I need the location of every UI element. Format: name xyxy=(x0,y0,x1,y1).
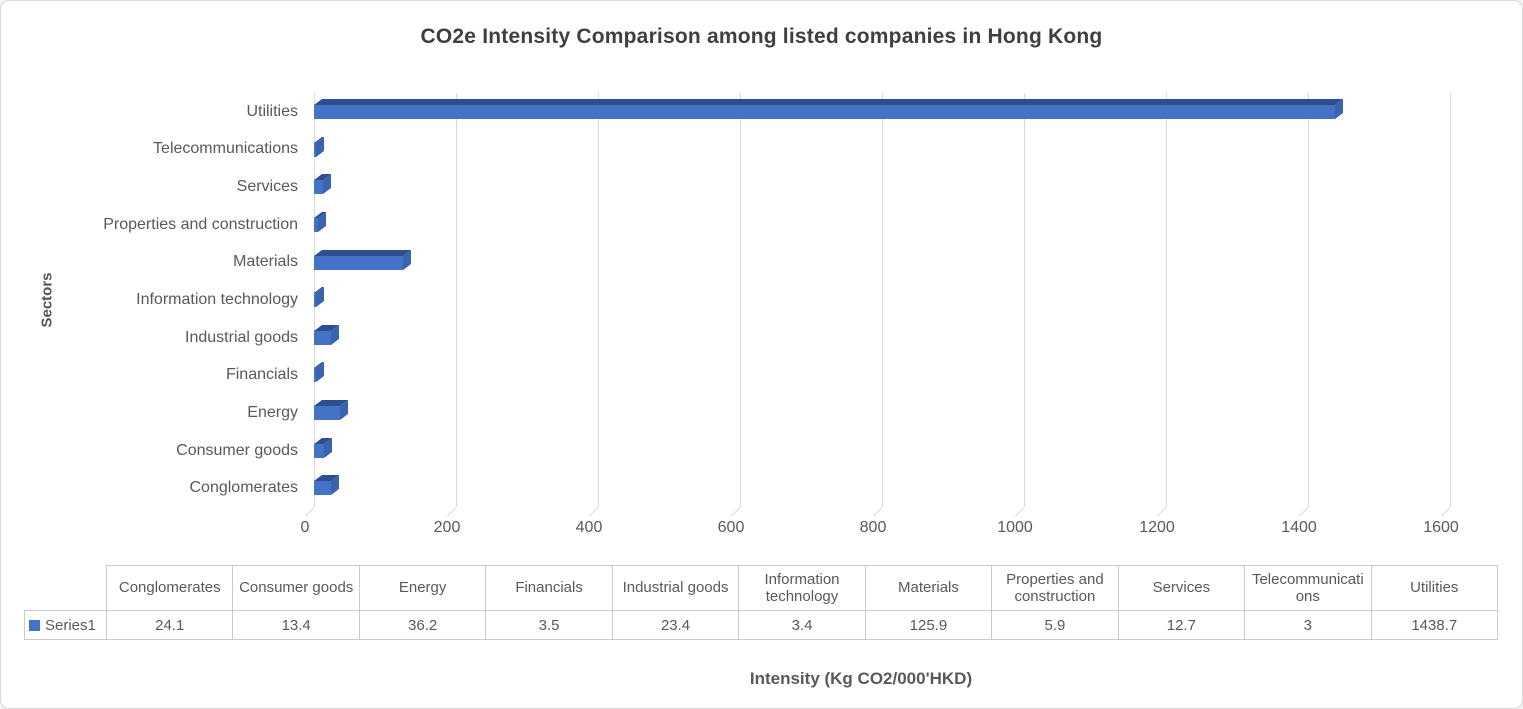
gridline-floor-elbow xyxy=(1299,507,1309,517)
table-value-cell: 23.4 xyxy=(611,610,740,640)
category-label: Energy xyxy=(247,403,298,421)
category-label: Conglomerates xyxy=(189,479,299,497)
table-value-cell: 12.7 xyxy=(1117,610,1246,640)
legend-cell: Series1 xyxy=(24,610,107,640)
table-value-cell: 125.9 xyxy=(864,610,993,640)
gridline xyxy=(447,93,457,517)
bar-consumer-goods xyxy=(314,437,332,458)
x-tick-label: 600 xyxy=(717,519,745,536)
x-tick-label: 200 xyxy=(433,519,461,536)
gridline-floor-elbow xyxy=(305,507,315,517)
table-header-cell: Energy xyxy=(358,565,487,611)
table-header-cell: Materials xyxy=(864,565,993,611)
table-header-cell: Conglomerates xyxy=(105,565,234,611)
x-tick-label: 1000 xyxy=(997,519,1033,536)
bar-materials xyxy=(314,249,412,270)
table-header-cell: Industrial goods xyxy=(611,565,740,611)
table-value-cell: 24.1 xyxy=(105,610,234,640)
table-value-cell: 5.9 xyxy=(991,610,1119,640)
bar-information-technology xyxy=(314,287,325,308)
category-label: Services xyxy=(236,178,298,196)
table-header-cell: Financials xyxy=(485,565,613,611)
table-header-cell: Information technology xyxy=(738,565,866,611)
x-tick-label: 1600 xyxy=(1423,519,1459,536)
gridline-floor-elbow xyxy=(1441,507,1451,517)
x-tick-label: 400 xyxy=(575,519,603,536)
x-axis-title: Intensity (Kg CO2/000'HKD) xyxy=(749,669,973,688)
category-label: Industrial goods xyxy=(185,328,298,346)
gridline xyxy=(1015,93,1025,517)
bar-side-face xyxy=(316,287,325,308)
gridline xyxy=(1441,93,1451,517)
table-header-cell: Properties and construction xyxy=(991,565,1119,611)
bar-side-face xyxy=(331,475,340,496)
bar-services xyxy=(314,174,332,195)
table-value-cell: 13.4 xyxy=(232,610,360,640)
legend-series-label: Series1 xyxy=(45,616,96,634)
bar-side-face xyxy=(316,362,325,383)
bar-top-face xyxy=(314,249,412,256)
category-axis-labels: Utilities Telecommunications Services Prope… xyxy=(1,93,306,507)
category-label: Telecommunications xyxy=(153,140,298,158)
table-value-cell: 3.5 xyxy=(485,610,613,640)
data-table: Conglomerates Consumer goods Energy Financi… xyxy=(24,565,1499,640)
table-header-cell: Services xyxy=(1117,565,1246,611)
table-value-cell: 36.2 xyxy=(358,610,487,640)
gridline xyxy=(731,93,741,517)
category-label: Properties and construction xyxy=(103,215,298,233)
table-header-cell: Utilities xyxy=(1370,565,1499,611)
bar-financials xyxy=(314,362,325,383)
bar-properties-and-construction xyxy=(314,211,327,232)
table-value-cell: 3.4 xyxy=(738,610,866,640)
table-value-cell: 3 xyxy=(1244,610,1372,640)
category-label: Materials xyxy=(233,253,298,271)
gridline xyxy=(589,93,599,517)
bar-conglomerates xyxy=(314,475,340,496)
gridline-floor-elbow xyxy=(1015,507,1025,517)
chart-title: CO2e Intensity Comparison among listed c… xyxy=(420,25,1103,48)
x-axis-tick-labels: 0 200 400 600 800 1000 1200 1400 1600 xyxy=(1,519,1522,541)
gridline-floor-elbow xyxy=(873,507,883,517)
table-header-cell: Consumer goods xyxy=(232,565,360,611)
category-label: Financials xyxy=(225,366,298,384)
category-label: Information technology xyxy=(136,290,298,308)
bar-telecommunications xyxy=(314,136,325,157)
bar-industrial-goods xyxy=(314,324,339,345)
gridline-floor-elbow xyxy=(1157,507,1167,517)
x-tick-label: 1200 xyxy=(1139,519,1175,536)
gridline xyxy=(1157,93,1167,517)
table-header-cell: Telecommunications xyxy=(1244,565,1372,611)
gridline-floor-elbow xyxy=(731,507,741,517)
bar-utilities xyxy=(314,98,1344,119)
category-label: Utilities xyxy=(246,102,298,120)
x-tick-label: 1400 xyxy=(1281,519,1317,536)
gridline-floor-elbow xyxy=(447,507,457,517)
category-label: Consumer goods xyxy=(176,441,298,459)
x-tick-label: 800 xyxy=(859,519,887,536)
gridline-floor-elbow xyxy=(589,507,599,517)
plot-area xyxy=(305,93,1451,517)
gridline xyxy=(873,93,883,517)
bar-top-face xyxy=(314,99,1344,105)
gridline xyxy=(1299,93,1309,517)
legend-marker-icon xyxy=(29,619,40,631)
table-value-cell: 1438.7 xyxy=(1370,610,1499,640)
x-tick-label: 0 xyxy=(300,519,310,536)
table-corner-cell xyxy=(25,566,107,611)
bar-energy xyxy=(314,400,348,421)
